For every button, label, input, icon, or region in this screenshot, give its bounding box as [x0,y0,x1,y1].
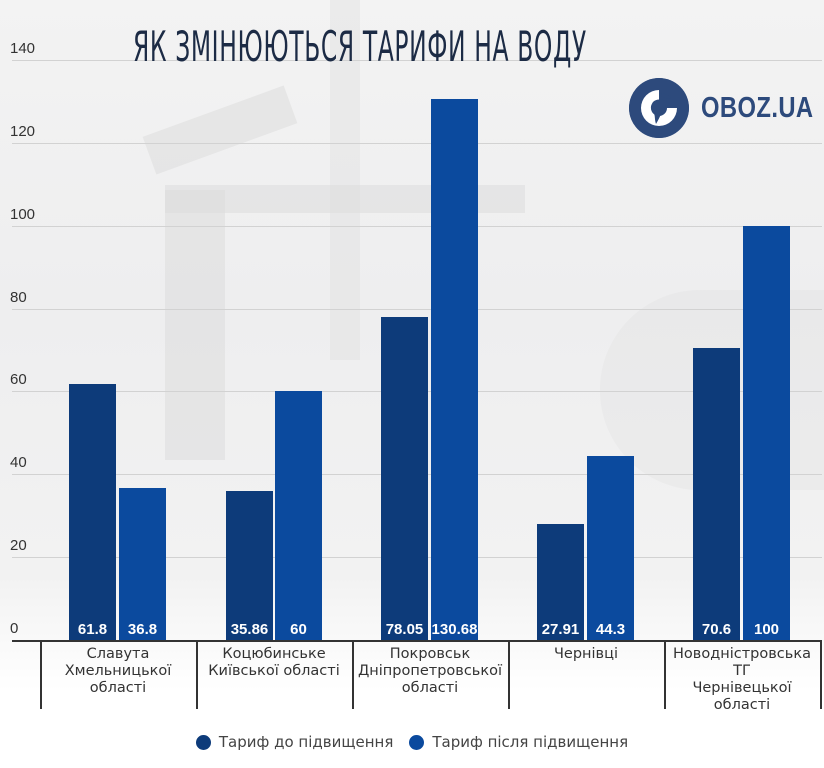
y-tick-label: 140 [10,40,36,57]
y-tick-label: 20 [10,537,27,554]
category-divider [40,641,42,709]
y-tick-label: 120 [10,123,36,140]
bar-value-label: 60 [290,621,307,638]
bar-value-label: 78.05 [385,621,424,638]
legend-dot-icon [409,734,425,750]
category-divider [820,641,822,709]
category-label-line: Чернівецької [692,680,792,696]
chart-title: ЯК ЗМІНЮЮТЬСЯ ТАРИФИ НА ВОДУ [133,22,587,71]
x-axis-line [12,640,822,642]
logo-text: OBOZ.UA [701,91,814,124]
category-label-line: Дніпропетровської [357,663,503,679]
bar-value-label: 70.6 [701,621,732,638]
category-label-line: області [713,697,771,713]
category-label-line: Новодністровська ТГ [673,646,811,679]
bar-value-label: 61.8 [77,621,108,638]
bar-after-slavuta: 36.8 [119,487,166,640]
category-label-line: Київської області [208,663,340,679]
category-label-line: Славута [86,646,150,662]
bar-value-label: 130.68 [431,621,478,638]
legend-label: Тариф після підвищення [432,733,629,751]
gridline-140 [12,60,822,61]
background-faucet-shape [165,190,225,460]
y-tick-label: 40 [10,454,27,471]
bar-value-label: 36.8 [127,621,158,638]
oboz-logo: OBOZ.UA [629,78,824,138]
category-divider [508,641,510,709]
legend-item-after[interactable]: Тариф після підвищення [409,733,628,751]
category-label-slavuta: Славута Хмельницької області [40,646,196,697]
bar-before-novodnistrovska: 70.6 [693,347,740,640]
category-label-novodnistrovska: Новодністровська ТГ Чернівецької області [664,646,820,714]
y-tick-label: 60 [10,371,27,388]
category-label-kotsiubynske: Коцюбинське Київської області [196,646,352,680]
legend-dot-icon [195,734,211,750]
bar-before-chernivtsi: 27.91 [537,524,584,640]
category-label-line: Коцюбинське [222,646,326,662]
category-label-pokrovsk: Покровськ Дніпропетровської області [352,646,508,697]
bar-value-label: 44.3 [595,621,626,638]
category-divider [664,641,666,709]
bar-after-pokrovsk: 130.68 [431,98,478,640]
category-label-chernivtsi: Чернівці [508,646,664,663]
y-tick-label: 100 [10,206,36,223]
category-divider [196,641,198,709]
legend-label: Тариф до підвищення [218,733,394,751]
category-label-line: області [89,680,147,696]
category-label-line: Покровськ [389,646,471,662]
chart-legend: Тариф до підвищення Тариф після підвищен… [0,733,824,751]
legend-item-before[interactable]: Тариф до підвищення [195,733,394,751]
bar-after-novodnistrovska: 100 [743,225,790,640]
y-tick-label: 80 [10,289,27,306]
bar-value-label: 35.86 [230,621,269,638]
bar-before-pokrovsk: 78.05 [381,316,428,640]
bar-value-label: 27.91 [541,621,580,638]
bar-before-kotsiubynske: 35.86 [226,491,273,640]
globe-icon [629,78,689,138]
gridline-100 [12,226,822,227]
y-tick-label: 0 [10,620,19,637]
category-label-line: області [401,680,459,696]
gridline-80 [12,309,822,310]
category-divider [352,641,354,709]
gridline-120 [12,143,822,144]
bar-before-slavuta: 61.8 [69,383,116,640]
bar-after-chernivtsi: 44.3 [587,456,634,640]
bar-value-label: 100 [753,621,780,638]
category-label-line: Чернівці [553,646,619,662]
category-label-line: Хмельницької [64,663,172,679]
bar-after-kotsiubynske: 60 [275,391,322,640]
